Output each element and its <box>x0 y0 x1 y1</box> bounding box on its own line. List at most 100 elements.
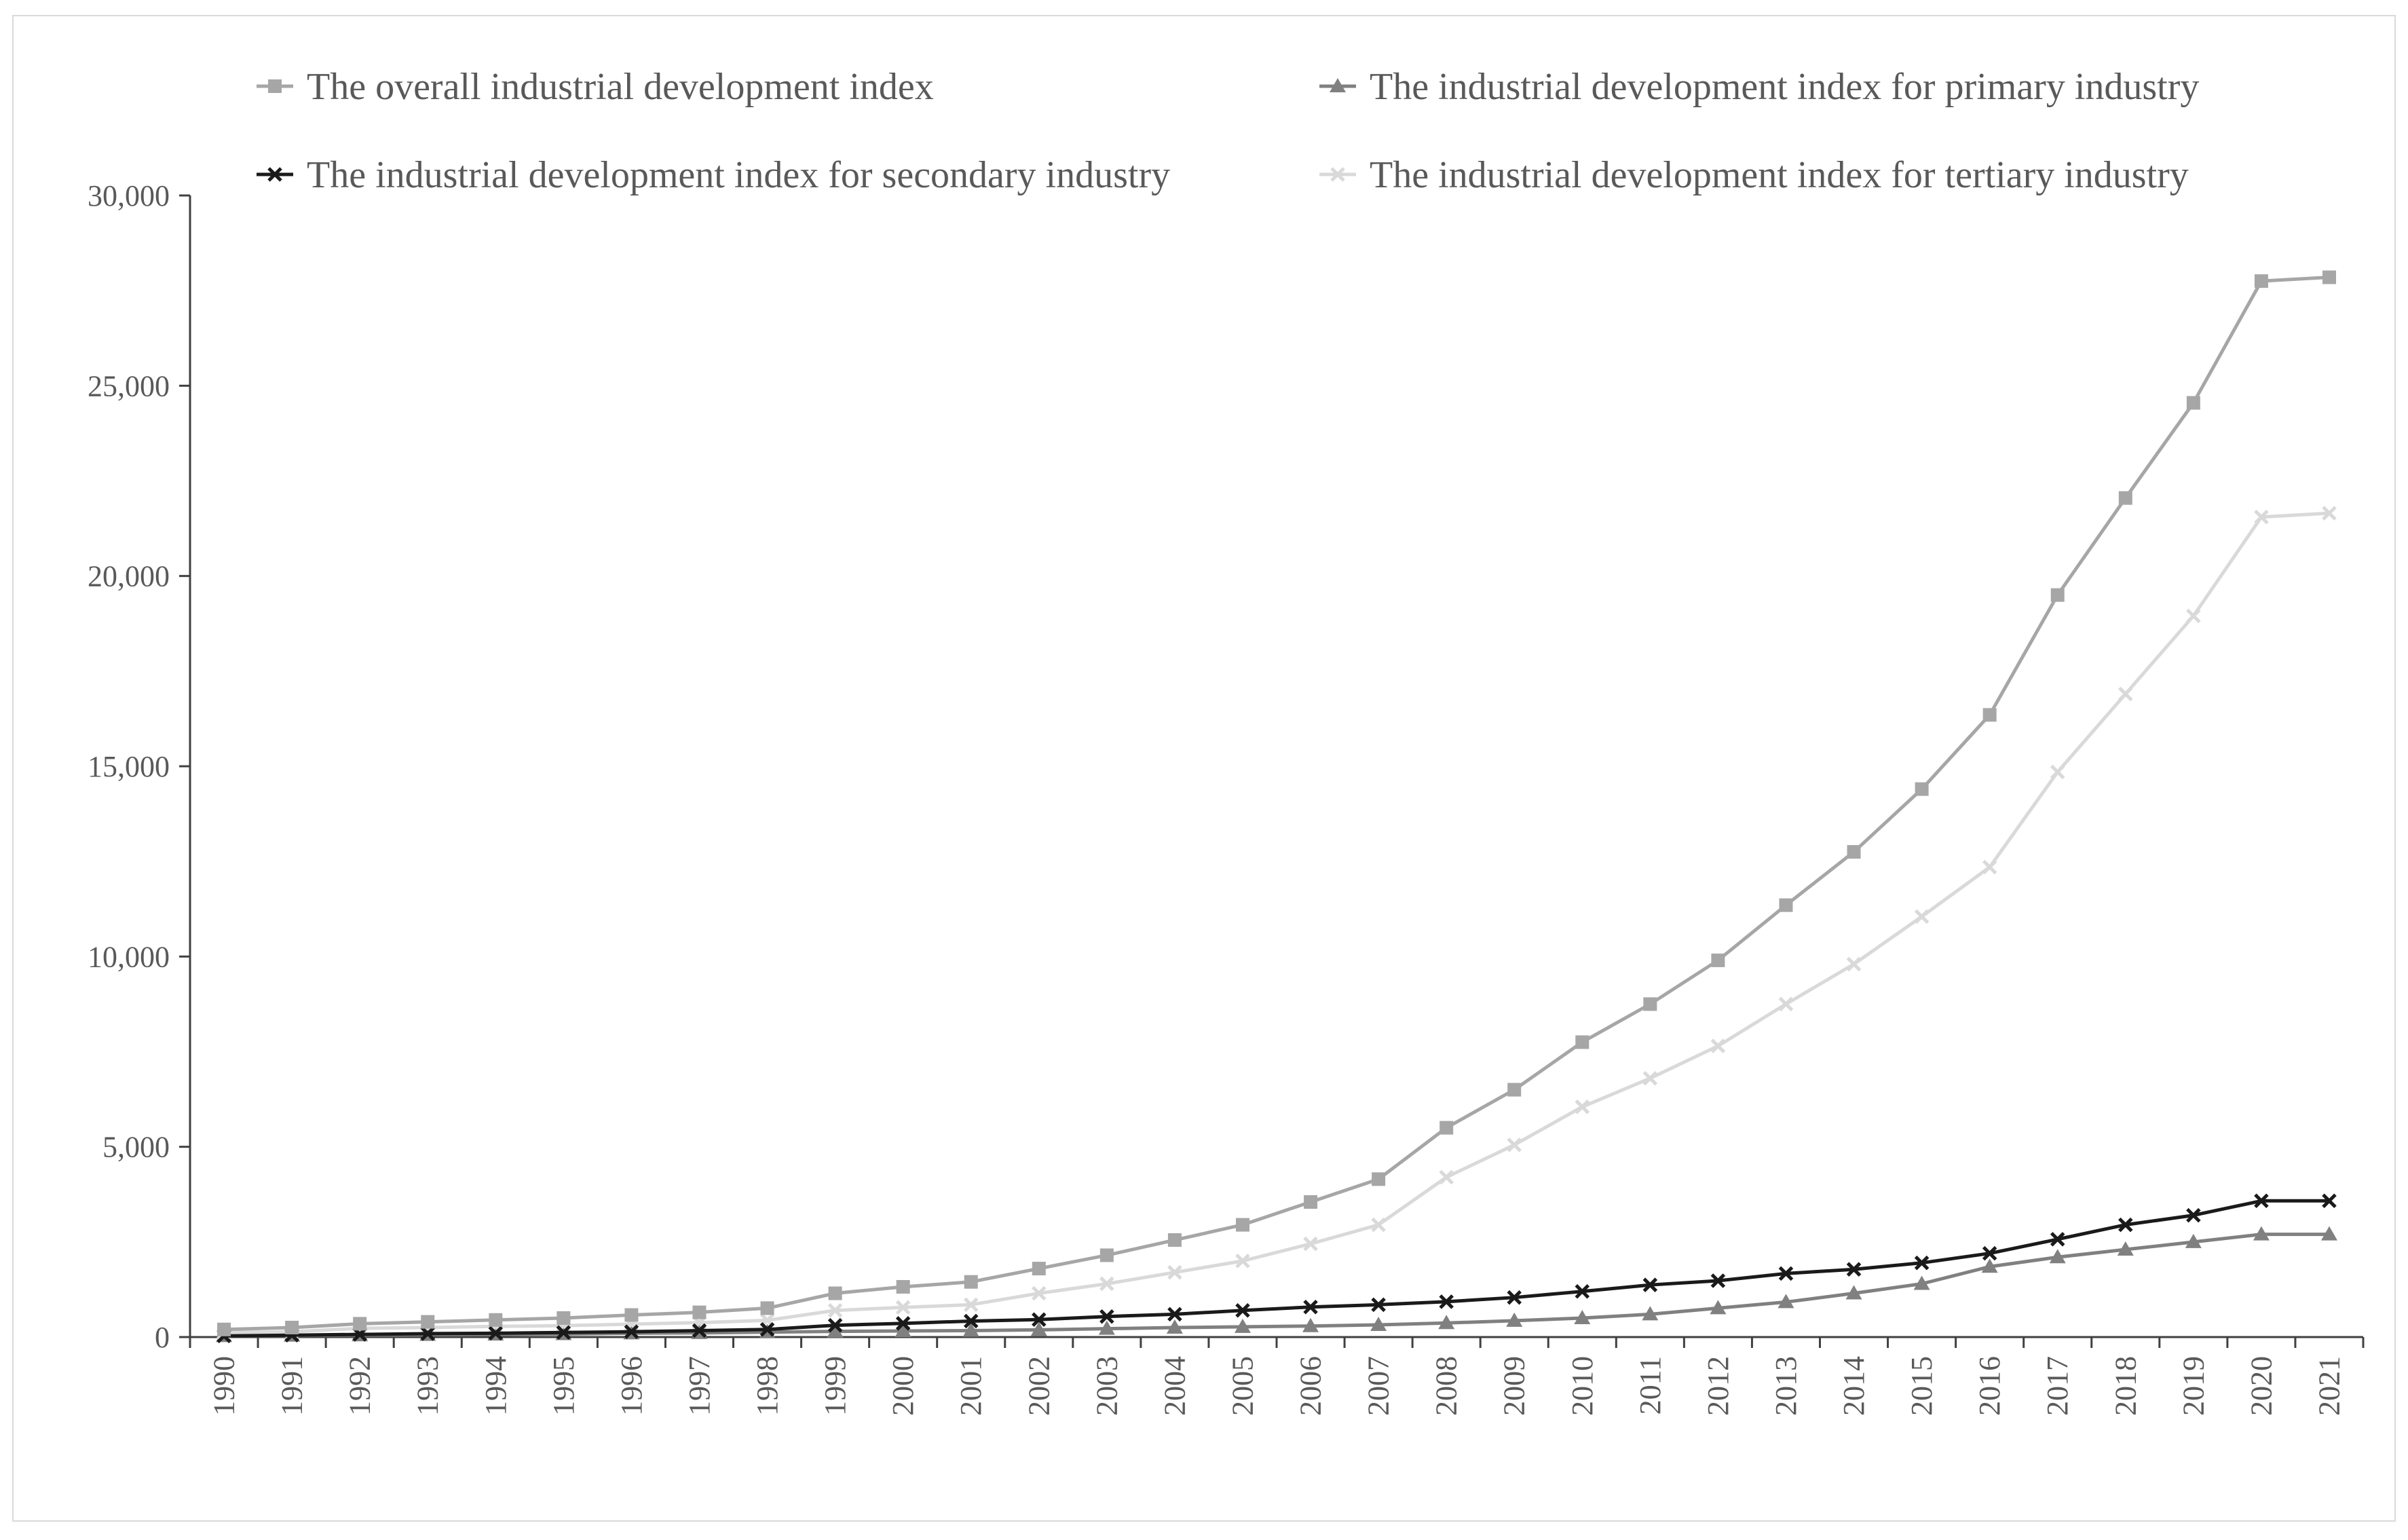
legend-swatch-primary-marker <box>1330 78 1346 92</box>
legend-marker-tertiary <box>1330 167 1345 182</box>
data-point-primary <box>2185 1233 2202 1248</box>
data-point-overall <box>2322 270 2336 284</box>
data-point-secondary <box>1235 1302 1250 1318</box>
x-tick-label: 1997 <box>683 1356 716 1416</box>
data-point-overall <box>2118 491 2132 505</box>
data-point-secondary <box>1439 1294 1454 1309</box>
data-point-overall <box>896 1279 910 1294</box>
data-point-overall <box>1915 782 1929 796</box>
x-tick-label: 2011 <box>1634 1356 1667 1414</box>
data-point-tertiary <box>2322 506 2337 521</box>
x-tick-label: 1995 <box>547 1356 580 1416</box>
y-tick-label: 25,000 <box>88 369 170 402</box>
legend: The overall industrial development index… <box>257 66 2199 196</box>
data-point-tertiary <box>1710 1038 1726 1053</box>
data-point-tertiary <box>1371 1217 1386 1233</box>
data-point-primary <box>1370 1317 1387 1332</box>
legend-swatch-secondary-marker <box>267 167 282 182</box>
y-tick-label: 5,000 <box>102 1131 170 1164</box>
data-point-tertiary <box>2186 608 2201 624</box>
data-point-primary <box>1506 1312 1523 1327</box>
data-point-secondary <box>895 1316 911 1331</box>
data-point-secondary <box>2118 1217 2133 1233</box>
y-tick-label: 10,000 <box>88 940 170 973</box>
x-tick-label: 1994 <box>479 1356 512 1416</box>
data-point-secondary <box>1303 1299 1318 1315</box>
data-point-overall <box>1032 1262 1046 1276</box>
data-point-overall <box>1847 845 1861 859</box>
data-point-primary <box>895 1323 911 1338</box>
series-line-secondary <box>224 1199 2329 1338</box>
data-point-tertiary <box>1982 859 1997 875</box>
x-tick-label: 1990 <box>208 1356 241 1416</box>
legend-marker-primary <box>1330 78 1346 92</box>
y-tick-label: 20,000 <box>88 560 170 593</box>
data-point-primary <box>1913 1275 1930 1290</box>
y-tick-label: 15,000 <box>88 750 170 783</box>
data-point-primary <box>1777 1294 1794 1309</box>
data-point-secondary <box>2186 1207 2201 1223</box>
data-point-primary <box>1302 1317 1319 1332</box>
data-point-secondary <box>1371 1297 1386 1313</box>
data-point-secondary <box>488 1326 504 1341</box>
data-point-secondary <box>1507 1290 1522 1305</box>
data-point-primary <box>962 1322 979 1337</box>
legend-label-primary: The industrial development index for pri… <box>1370 66 2199 108</box>
legend-item-overall[interactable]: The overall industrial development index <box>257 66 934 108</box>
data-point-tertiary <box>895 1300 911 1315</box>
x-tick-label: 1999 <box>819 1356 852 1416</box>
data-point-primary <box>1098 1320 1115 1335</box>
x-tick-label: 2009 <box>1498 1356 1531 1416</box>
data-point-overall <box>2254 274 2268 288</box>
data-point-primary <box>1981 1258 1998 1273</box>
data-point-overall <box>964 1275 978 1289</box>
legend-swatch-overall-marker <box>268 79 282 93</box>
legend-item-primary[interactable]: The industrial development index for pri… <box>1319 66 2199 108</box>
x-axis: 1990 1991 1992 1993 1994 1995 1996 1997 1998 1999… <box>189 1336 2365 1416</box>
data-point-secondary <box>420 1326 435 1341</box>
x-tick-label: 1998 <box>751 1356 784 1416</box>
data-point-overall <box>1099 1248 1114 1262</box>
data-point-primary <box>1642 1306 1659 1321</box>
data-point-overall <box>2050 588 2065 602</box>
data-point-overall <box>489 1313 503 1327</box>
data-point-secondary <box>1914 1255 1930 1271</box>
series-secondary <box>217 1193 2337 1344</box>
data-point-overall <box>1507 1083 1522 1097</box>
data-point-primary <box>2320 1226 2337 1241</box>
data-point-secondary <box>556 1325 571 1340</box>
x-tick-label: 2020 <box>2244 1356 2278 1416</box>
data-point-tertiary <box>1575 1100 1590 1114</box>
data-point-tertiary <box>827 1302 843 1318</box>
data-point-overall <box>217 1322 231 1336</box>
y-axis: 0 5,000 10,000 15,000 20,000 25,000 30,000 <box>88 179 191 1354</box>
data-point-secondary <box>2050 1232 2065 1247</box>
x-tick-label: 2001 <box>954 1356 987 1416</box>
data-point-secondary <box>1099 1309 1114 1324</box>
legend-item-secondary[interactable]: The industrial development index for sec… <box>257 154 1170 196</box>
data-point-overall <box>1711 953 1725 967</box>
legend-item-tertiary[interactable]: The industrial development index for ter… <box>1319 154 2189 196</box>
data-point-overall <box>1575 1035 1589 1049</box>
data-point-tertiary <box>1303 1236 1318 1252</box>
data-point-primary <box>1845 1285 1862 1300</box>
data-point-primary <box>1438 1315 1455 1330</box>
data-point-overall <box>760 1301 774 1315</box>
data-point-overall <box>2186 396 2200 410</box>
x-tick-label: 2021 <box>2312 1356 2346 1416</box>
x-tick-label: 2012 <box>1701 1356 1735 1416</box>
chart-frame <box>12 15 2396 1522</box>
data-point-tertiary <box>1778 996 1794 1012</box>
data-point-overall <box>353 1317 367 1331</box>
data-point-overall <box>1372 1172 1386 1186</box>
data-point-secondary <box>1575 1283 1590 1299</box>
data-point-secondary <box>624 1324 639 1339</box>
data-point-secondary <box>1710 1273 1726 1288</box>
data-point-secondary <box>2322 1193 2337 1209</box>
x-tick-label: 2007 <box>1362 1356 1395 1416</box>
data-point-primary <box>2049 1249 2066 1264</box>
x-tick-label: 2006 <box>1294 1356 1328 1416</box>
x-tick-label: 2004 <box>1158 1356 1191 1416</box>
data-point-secondary <box>759 1322 775 1337</box>
data-point-tertiary <box>1914 909 1930 924</box>
